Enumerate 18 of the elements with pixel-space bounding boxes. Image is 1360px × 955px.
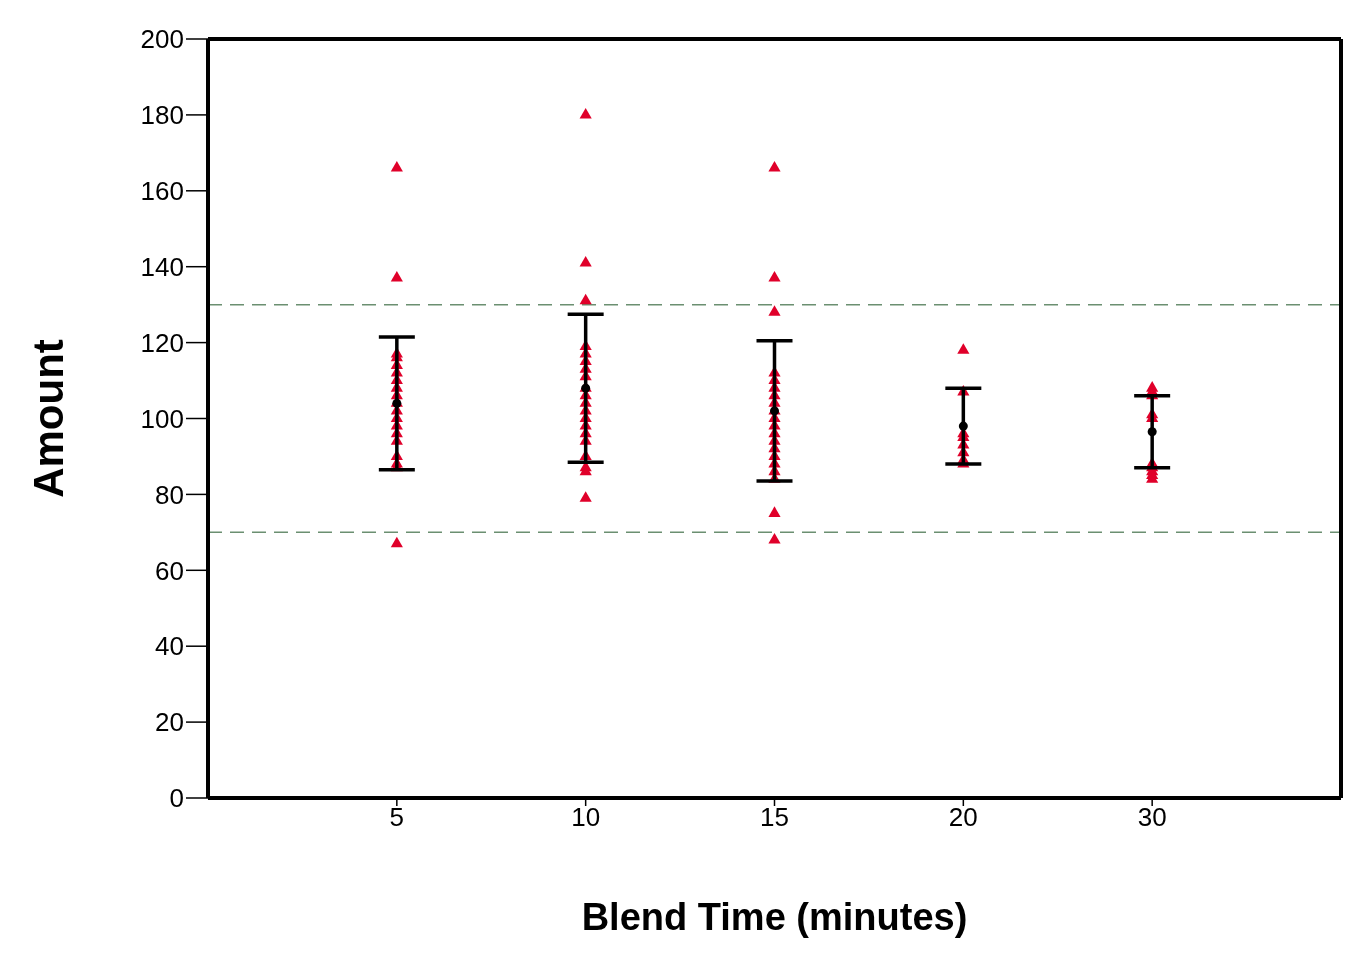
y-tick-label: 80 bbox=[155, 479, 184, 510]
y-tick-label: 120 bbox=[140, 327, 184, 358]
x-axis-title: Blend Time (minutes) bbox=[581, 895, 968, 938]
y-tick-label: 160 bbox=[140, 176, 184, 207]
x-tick-label: 30 bbox=[1137, 802, 1167, 833]
y-tick-label: 140 bbox=[140, 251, 184, 282]
y-tick-label: 60 bbox=[155, 555, 184, 586]
y-tick-label: 0 bbox=[169, 783, 184, 814]
x-tick-label: 5 bbox=[389, 802, 405, 833]
y-axis-title: Amount bbox=[24, 339, 72, 498]
y-tick-label: 200 bbox=[140, 24, 184, 55]
x-tick-label: 10 bbox=[571, 802, 601, 833]
y-tick-label: 100 bbox=[140, 403, 184, 434]
y-tick-label: 20 bbox=[155, 707, 184, 738]
x-tick-label: 20 bbox=[948, 802, 978, 833]
y-tick-label: 180 bbox=[140, 100, 184, 131]
x-tick-label: 15 bbox=[760, 802, 789, 833]
y-tick-label: 40 bbox=[155, 631, 184, 662]
